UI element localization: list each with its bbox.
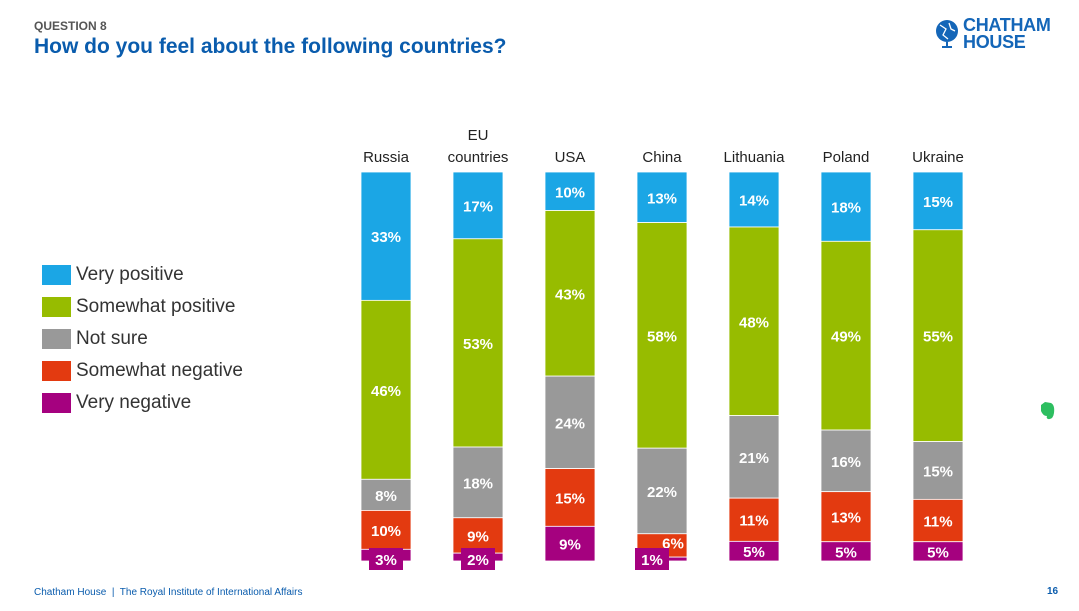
data-label: 17% — [463, 198, 493, 215]
bar-segment — [728, 415, 780, 499]
data-label: 22% — [647, 484, 677, 501]
data-label: 1% — [641, 552, 663, 569]
bar-segment — [912, 541, 964, 562]
legend-item: Somewhat negative — [42, 355, 243, 387]
page-number: 16 — [1047, 586, 1059, 597]
data-label: 15% — [923, 194, 953, 211]
bar-segment — [544, 210, 596, 377]
question-number: QUESTION 8 — [34, 19, 107, 33]
data-label: 13% — [647, 190, 677, 207]
data-label: 15% — [923, 463, 953, 480]
data-label: 43% — [555, 286, 585, 303]
bar-segment — [544, 171, 596, 211]
data-label-box — [461, 548, 495, 570]
legend-item: Not sure — [42, 323, 243, 355]
category-label: Poland — [823, 149, 870, 166]
data-label: 11% — [923, 514, 952, 531]
data-label: 46% — [371, 383, 401, 400]
data-label: 5% — [743, 544, 765, 561]
data-label: 15% — [555, 490, 585, 507]
category-label: EU — [468, 127, 489, 144]
bar-segment — [728, 226, 780, 417]
bar-segment — [360, 478, 412, 511]
bar-segment — [728, 497, 780, 542]
data-label: 58% — [647, 328, 677, 345]
data-label: 13% — [831, 510, 861, 527]
legend-swatch — [42, 297, 71, 317]
legend-label: Somewhat negative — [76, 360, 243, 381]
data-label: 53% — [463, 336, 493, 353]
legend-swatch — [42, 265, 71, 285]
data-label: 5% — [835, 544, 857, 561]
footer-text: Chatham House | The Royal Institute of I… — [34, 587, 303, 598]
category-label: countries — [448, 149, 509, 166]
data-label: 49% — [831, 329, 861, 346]
legend-swatch — [42, 329, 71, 349]
data-label: 11% — [739, 513, 768, 530]
data-label: 5% — [927, 544, 949, 561]
legend-item: Somewhat positive — [42, 291, 243, 323]
bar-segment — [636, 222, 688, 449]
category-label: Ukraine — [912, 149, 964, 166]
data-label-box — [635, 548, 669, 570]
data-label: 9% — [467, 528, 489, 545]
logo-line1: CHATHAM — [963, 15, 1051, 35]
legend: Very positive Somewhat positive Not sure So… — [42, 259, 243, 419]
legend-label: Somewhat positive — [76, 296, 236, 317]
data-label: 14% — [739, 193, 769, 210]
data-label: 8% — [375, 488, 397, 505]
category-label: USA — [555, 149, 586, 166]
bar-segment — [452, 171, 504, 240]
data-label: 33% — [371, 229, 401, 246]
category-label: Russia — [363, 149, 410, 166]
data-label: 9% — [559, 537, 581, 554]
bar-segment — [544, 525, 596, 562]
legend-swatch — [42, 393, 71, 413]
logo-line2: HOUSE — [963, 32, 1026, 52]
bar-segment — [636, 447, 688, 535]
bar-segment — [636, 171, 688, 223]
globe-icon — [936, 20, 958, 48]
data-label: 48% — [739, 314, 769, 331]
data-label: 3% — [375, 552, 397, 569]
evernote-icon[interactable] — [1038, 401, 1056, 421]
legend-item: Very positive — [42, 259, 243, 291]
bar-segment — [912, 441, 964, 500]
bar-segment — [452, 238, 504, 448]
chatham-house-logo: CHATHAM HOUSE — [934, 15, 1051, 52]
bar-segment — [912, 229, 964, 443]
bar-segment — [728, 171, 780, 228]
data-label: 55% — [923, 329, 953, 346]
data-label: 18% — [463, 475, 493, 492]
bar-segment — [728, 540, 780, 562]
legend-swatch — [42, 361, 71, 381]
data-label: 24% — [555, 415, 585, 432]
category-label: China — [642, 149, 682, 166]
bar-segment — [820, 429, 872, 493]
legend-label: Very negative — [76, 392, 192, 413]
bar-segment — [820, 491, 872, 543]
data-label: 2% — [467, 552, 489, 569]
bar-segment — [912, 498, 964, 543]
bar-segment — [452, 517, 504, 554]
bar-segment — [820, 541, 872, 562]
category-label: Lithuania — [724, 149, 786, 166]
bar-segment — [452, 446, 504, 519]
data-label-box — [369, 548, 403, 570]
legend-item: Very negative — [42, 387, 243, 419]
bar-segment — [360, 510, 412, 550]
data-label: 21% — [739, 450, 769, 467]
bar-segment — [544, 468, 596, 527]
data-label: 16% — [831, 454, 861, 471]
data-label: 18% — [831, 200, 861, 217]
legend-label: Not sure — [76, 328, 148, 349]
data-label: 10% — [371, 523, 401, 540]
legend-label: Very positive — [76, 264, 184, 285]
data-label: 10% — [555, 184, 585, 201]
page-title: How do you feel about the following coun… — [34, 35, 507, 58]
